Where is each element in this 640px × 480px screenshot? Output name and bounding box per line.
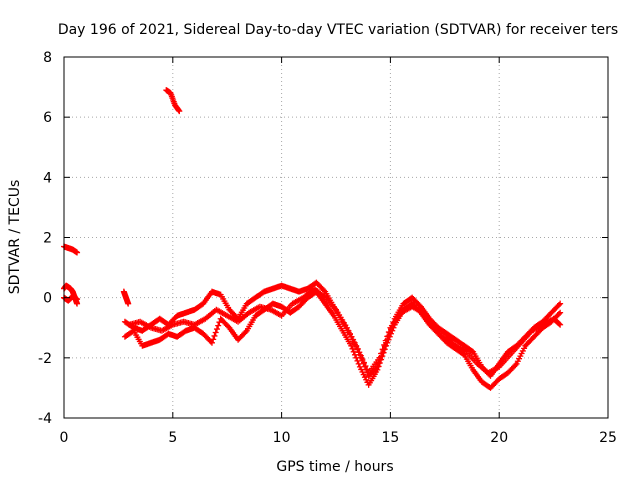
x-axis-label: GPS time / hours bbox=[276, 459, 393, 475]
data-points bbox=[61, 87, 564, 391]
y-tick-labels: -4 -2 0 2 4 6 8 bbox=[38, 50, 52, 427]
y-axis-label: SDTVAR / TECUs bbox=[7, 180, 23, 295]
y-tick-label: -2 bbox=[38, 351, 52, 367]
chart-title: Day 196 of 2021, Sidereal Day-to-day VTE… bbox=[58, 22, 618, 38]
y-tick-label: 0 bbox=[43, 291, 52, 307]
series-marks-track-3 bbox=[126, 285, 564, 376]
x-tick-label: 10 bbox=[273, 430, 291, 446]
gridlines bbox=[64, 57, 608, 418]
x-tick-label: 25 bbox=[599, 430, 617, 446]
x-tick-label: 0 bbox=[60, 430, 69, 446]
y-tick-label: 8 bbox=[43, 50, 52, 66]
x-tick-labels: 0 5 10 15 20 25 bbox=[60, 430, 617, 446]
axis-ticks bbox=[63, 56, 609, 419]
x-tick-label: 5 bbox=[168, 430, 177, 446]
series-marks-cluster-e bbox=[163, 87, 183, 115]
y-tick-label: 4 bbox=[43, 170, 52, 186]
y-tick-label: 6 bbox=[43, 110, 52, 126]
series-marks-cluster-d bbox=[120, 288, 132, 307]
x-tick-label: 20 bbox=[490, 430, 508, 446]
x-tick-label: 15 bbox=[381, 430, 399, 446]
y-tick-label: -4 bbox=[38, 411, 52, 427]
series-marks-track-2 bbox=[121, 288, 564, 391]
y-tick-label: 2 bbox=[43, 231, 52, 247]
